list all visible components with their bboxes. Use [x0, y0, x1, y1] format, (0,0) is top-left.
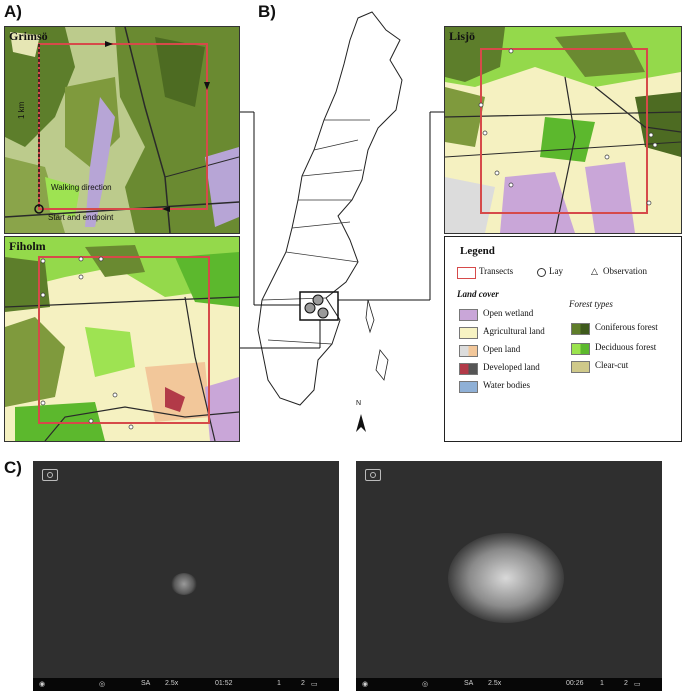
camera-image-right: ◉ ◎ SA 2.5x 00:26 1 2 ▭: [356, 461, 662, 691]
legend-deciduous-forest: Deciduous forest: [595, 342, 657, 352]
scale-label: 1: [277, 680, 281, 687]
animal-blob: [171, 573, 197, 595]
legend-open-wetland: Open wetland: [483, 308, 534, 318]
sweden-outline: [240, 11, 444, 432]
lisjo-title: Lisjö: [449, 29, 476, 43]
grimso-map: Grimsö 1 km Walking direction Start and …: [4, 26, 240, 234]
grimso-title: Grimsö: [9, 29, 48, 43]
transect-swatch: [457, 267, 476, 279]
swatch-clear-cut: [571, 361, 590, 373]
lisjo-map: Lisjö: [444, 26, 682, 234]
forest-types-title: Forest types: [569, 299, 613, 309]
scale-label-2: 2: [301, 680, 305, 687]
camera-status-bar: ◉ ◎ SA 2.5x 01:52 1 2 ▭: [33, 678, 339, 691]
scale-bar-label: 1 km: [17, 101, 26, 119]
walking-direction-label: Walking direction: [51, 183, 112, 192]
time-label: 00:26: [566, 680, 584, 687]
fiholm-map-graphic: [5, 237, 239, 441]
wifi-icon: ◎: [422, 681, 429, 688]
mode-label: SA: [141, 680, 151, 687]
camera-icon: [365, 469, 381, 481]
legend-title: Legend: [460, 245, 495, 257]
lisjo-map-graphic: [445, 27, 681, 233]
zoom-label: 2.5x: [488, 680, 502, 687]
legend: Legend Transects Lay △ Observation Land …: [444, 236, 682, 442]
legend-water-bodies: Water bodies: [483, 380, 531, 390]
swatch-developed-land: [459, 363, 478, 375]
battery-icon: ▭: [311, 681, 318, 688]
swatch-open-land: [459, 345, 478, 357]
mode-label: SA: [464, 680, 474, 687]
camera-icon: [42, 469, 58, 481]
scale-label: 1: [600, 680, 604, 687]
legend-clear-cut: Clear-cut: [595, 360, 629, 370]
observation-icon: △: [591, 266, 598, 276]
swatch-deciduous-forest: [571, 343, 590, 355]
fiholm-title: Fiholm: [9, 239, 46, 253]
swatch-water-bodies: [459, 381, 478, 393]
north-label: N: [356, 400, 362, 407]
swatch-coniferous-forest: [571, 323, 590, 335]
record-icon: ◉: [39, 681, 46, 688]
legend-open-land: Open land: [483, 344, 521, 354]
camera-image-left: ◉ ◎ SA 2.5x 01:52 1 2 ▭: [33, 461, 339, 691]
battery-icon: ▭: [634, 681, 641, 688]
lay-icon: [537, 268, 546, 277]
swatch-agricultural-land: [459, 327, 478, 339]
grimso-map-graphic: [5, 27, 239, 233]
wifi-icon: ◎: [99, 681, 106, 688]
panel-label-b: B): [258, 2, 276, 21]
legend-observation: Observation: [603, 266, 647, 276]
fiholm-map: Fiholm: [4, 236, 240, 442]
animal-blob: [448, 533, 564, 623]
legend-coniferous-forest: Coniferous forest: [595, 322, 658, 332]
swatch-open-wetland: [459, 309, 478, 321]
legend-developed-land: Developed land: [483, 362, 540, 372]
zoom-label: 2.5x: [165, 680, 179, 687]
record-icon: ◉: [362, 681, 369, 688]
panel-label-a: A): [4, 2, 22, 21]
camera-status-bar: ◉ ◎ SA 2.5x 00:26 1 2 ▭: [356, 678, 662, 691]
sweden-map: N: [240, 0, 444, 445]
land-cover-title: Land cover: [457, 289, 499, 299]
legend-lay: Lay: [549, 266, 563, 276]
legend-transects: Transects: [479, 266, 514, 276]
panel-label-c: C): [4, 458, 22, 477]
legend-agricultural-land: Agricultural land: [483, 326, 545, 336]
time-label: 01:52: [215, 680, 233, 687]
start-endpoint-label: Start and endpoint: [48, 213, 114, 222]
scale-label-2: 2: [624, 680, 628, 687]
